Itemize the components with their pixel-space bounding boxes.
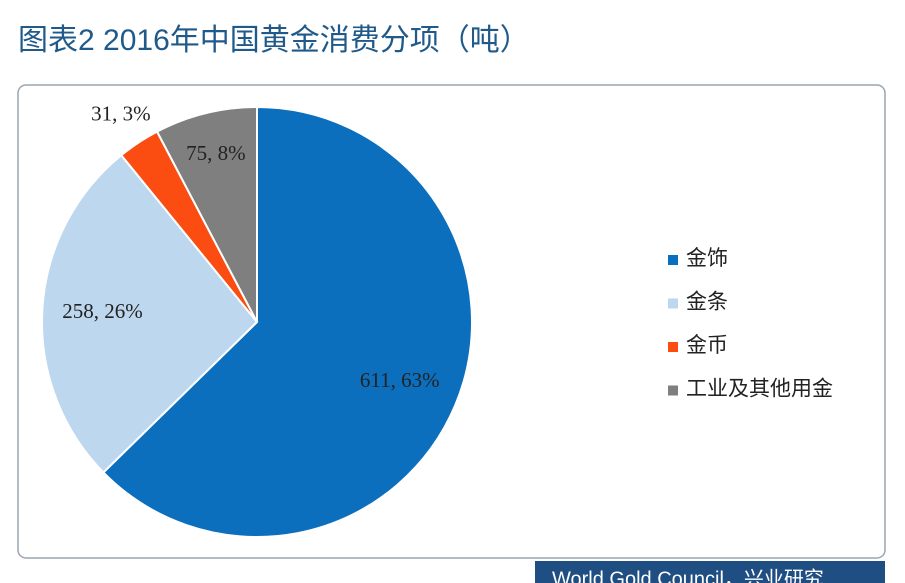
legend-label: 金饰 (686, 246, 728, 270)
source: World Gold Council，兴业研究 (552, 567, 824, 583)
data-label: 75, 8% (186, 141, 246, 165)
data-label: 611, 63% (360, 368, 440, 392)
source-banner (535, 561, 885, 583)
legend-swatch (668, 255, 678, 265)
pie-slice (101, 105, 473, 538)
legend-swatch (668, 342, 678, 352)
pie-slice (41, 153, 259, 474)
legend-label: 金币 (686, 333, 728, 357)
legend-label: 金条 (686, 289, 728, 313)
data-label: 258, 26% (62, 299, 143, 323)
pie-slice (155, 105, 258, 323)
legend-swatch (668, 298, 678, 309)
legend-swatch (668, 385, 678, 396)
data-label: 31, 3% (91, 101, 151, 125)
legend-label: 工业及其他用金 (686, 376, 833, 400)
chart-title: 图表2 2016年中国黄金消费分项（吨） (18, 24, 530, 57)
